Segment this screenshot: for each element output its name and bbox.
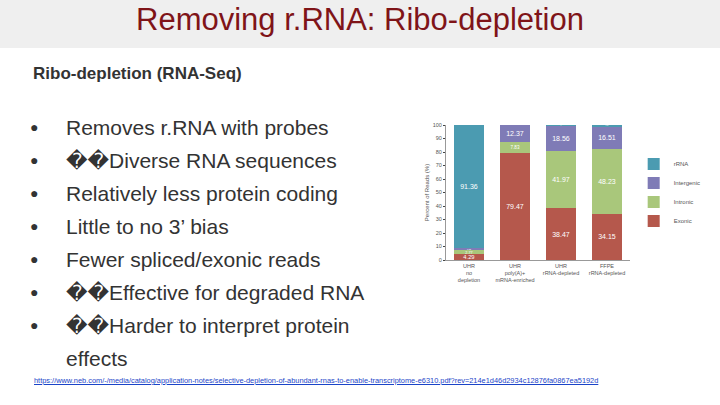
svg-text:30: 30 — [436, 216, 442, 222]
svg-text:UHRpoly(A)+mRNA-enriched: UHRpoly(A)+mRNA-enriched — [495, 263, 534, 283]
html-text:https://www.neb.com/-/media/ca: https://www.neb.com/-/media/catalog/appl… — [34, 376, 599, 385]
svg-text:Intronic: Intronic — [674, 199, 694, 205]
svg-text:Intergenic: Intergenic — [674, 180, 700, 186]
svg-text:18.56: 18.56 — [552, 135, 570, 142]
svg-text:16.51: 16.51 — [598, 134, 616, 141]
svg-text:100: 100 — [433, 122, 442, 128]
html-text:0.33: 0.33 — [514, 125, 516, 126]
svg-text:rRNA: rRNA — [674, 161, 689, 167]
svg-text:1.11: 1.11 — [606, 125, 609, 126]
html-text:Relatively less protein coding: Relatively less protein coding — [66, 182, 338, 205]
svg-text:38.47: 38.47 — [552, 231, 570, 238]
svg-text:1.58: 1.58 — [467, 248, 472, 250]
svg-text:Percent of Reads (%): Percent of Reads (%) — [424, 164, 430, 221]
svg-text:0.33: 0.33 — [515, 124, 517, 125]
svg-text:Exonic: Exonic — [674, 218, 692, 224]
svg-text:UHRnodepletion: UHRnodepletion — [458, 263, 480, 283]
svg-text:34.15: 34.15 — [598, 233, 616, 240]
svg-text:41.97: 41.97 — [552, 176, 570, 183]
svg-text:2.77: 2.77 — [465, 251, 472, 255]
svg-text:79.47: 79.47 — [506, 203, 524, 210]
svg-text:7.83: 7.83 — [511, 145, 520, 150]
html-text:Removing r.RNA: Ribo-depletion: Removing r.RNA: Ribo-depletion — [136, 2, 584, 37]
svg-text:10: 10 — [436, 243, 442, 249]
html-text:��Effective for degraded RNA: ��Effective for degraded RNA — [66, 281, 365, 304]
svg-text:48.23: 48.23 — [598, 178, 616, 185]
svg-text:70: 70 — [436, 162, 442, 168]
html-text:Removes r.RNA with probes: Removes r.RNA with probes — [66, 116, 329, 139]
svg-text:1: 1 — [561, 125, 562, 126]
html-text:��Diverse RNA sequences: ��Diverse RNA sequences — [66, 149, 337, 172]
html-text:Fewer spliced/exonic reads: Fewer spliced/exonic reads — [66, 248, 321, 271]
svg-text:4.29: 4.29 — [463, 254, 474, 260]
svg-text:80: 80 — [436, 149, 442, 155]
svg-text:UHRrRNA-depleted: UHRrRNA-depleted — [543, 263, 579, 276]
html-text:Little to no 3’ bias: Little to no 3’ bias — [66, 215, 229, 238]
svg-text:40: 40 — [436, 203, 442, 209]
svg-text:50: 50 — [436, 189, 442, 195]
html-text:Ribo-depletion (RNA-Seq): Ribo-depletion (RNA-Seq) — [33, 64, 242, 83]
svg-text:91.36: 91.36 — [460, 183, 478, 190]
svg-text:60: 60 — [436, 176, 442, 182]
svg-text:90: 90 — [436, 135, 442, 141]
svg-text:20: 20 — [436, 230, 442, 236]
svg-text:12.37: 12.37 — [506, 130, 524, 137]
svg-text:FFPErRNA-depleted: FFPErRNA-depleted — [589, 263, 625, 276]
html-text:��Harder to interpret protein: ��Harder to interpret protein effects — [66, 314, 350, 370]
svg-text:0: 0 — [439, 257, 442, 263]
